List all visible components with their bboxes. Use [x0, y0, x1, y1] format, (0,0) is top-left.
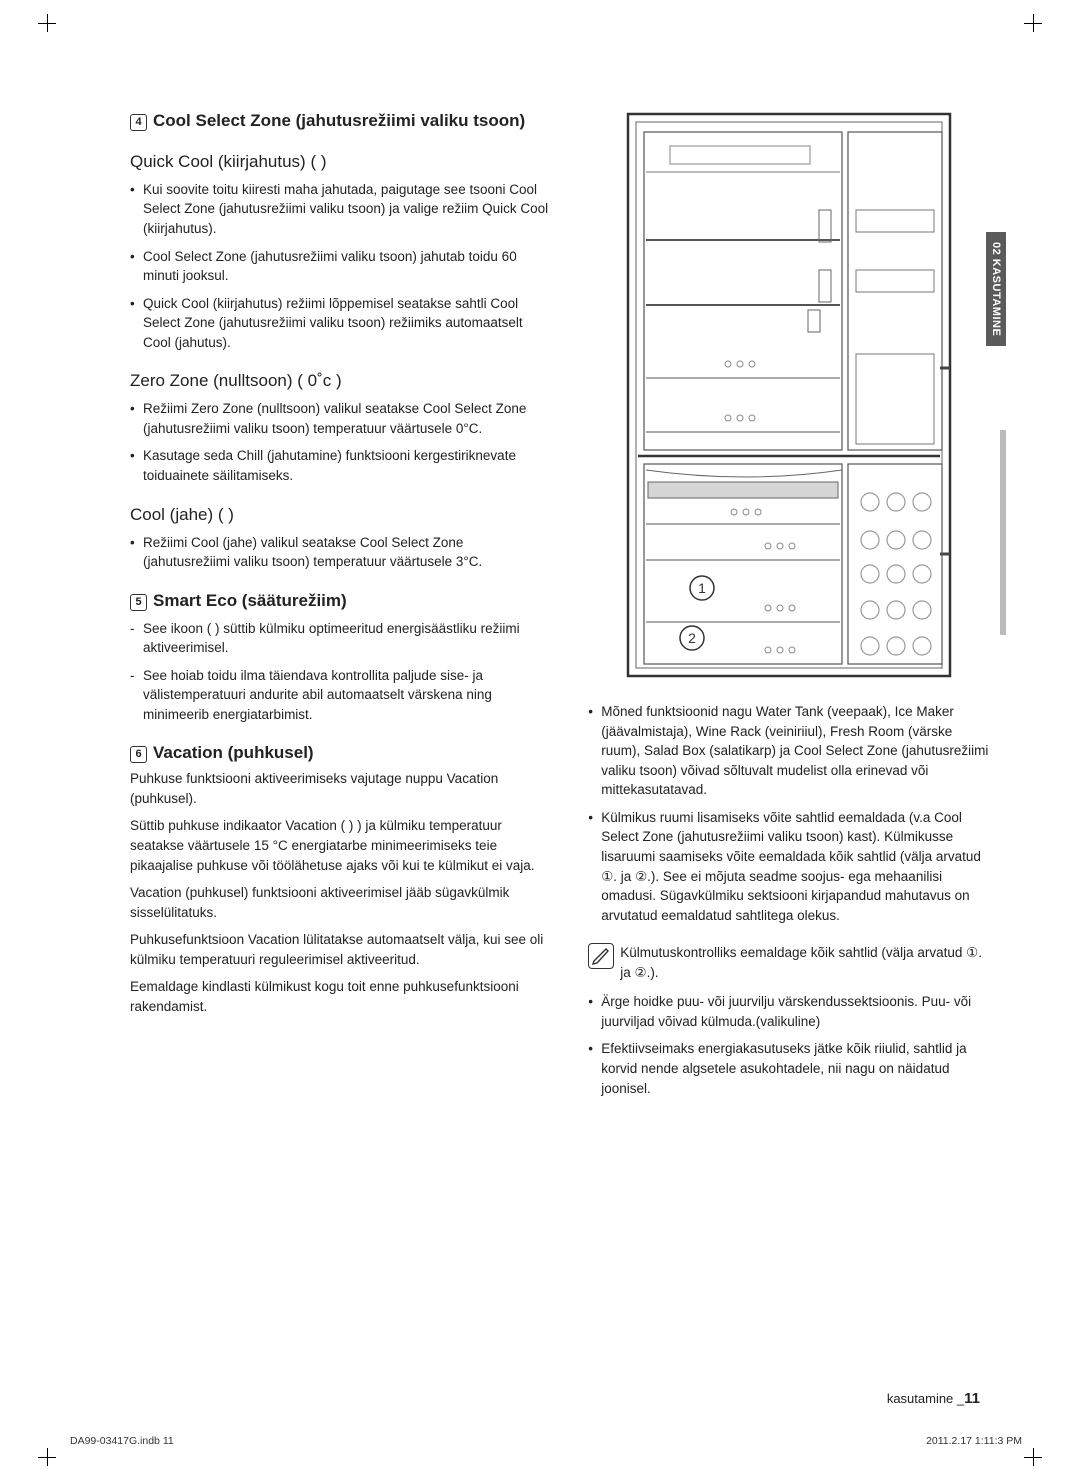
quickcool-title: Quick Cool (kiirjahutus) ( ) — [130, 151, 548, 174]
smarteco-item: See hoiab toidu ilma täiendava kontrolli… — [130, 666, 548, 725]
cool-title: Cool (jahe) ( ) — [130, 504, 548, 527]
section-num-5: 5 — [130, 594, 147, 611]
fridge-diagram: 1 2 — [588, 110, 990, 680]
svg-text:1: 1 — [698, 580, 706, 596]
vacation-p: Puhkusefunktsioon Vacation lülitatakse a… — [130, 930, 548, 969]
fridge-svg: 1 2 — [624, 110, 954, 680]
vacation-p: Eemaldage kindlasti külmikust kogu toit … — [130, 977, 548, 1016]
right-bullets: Mõned funktsioonid nagu Water Tank (veep… — [588, 702, 990, 925]
cool-item: Režiimi Cool (jahe) valikul seatakse Coo… — [130, 533, 548, 572]
quickcool-item: Cool Select Zone (jahutusrežiimi valiku … — [130, 247, 548, 286]
quickcool: Quick Cool (kiirjahutus) ( ) Kui soovite… — [130, 151, 548, 352]
right-bullet: Ärge hoidke puu- või juurvilju värskendu… — [588, 992, 990, 1031]
section-6: 6Vacation (puhkusel) Puhkuse funktsiooni… — [130, 742, 548, 1016]
zerozone-list: Režiimi Zero Zone (nulltsoon) valikul se… — [130, 399, 548, 485]
quickcool-item: Quick Cool (kiirjahutus) režiimi lõppemi… — [130, 294, 548, 353]
section-4: 4Cool Select Zone (jahutusrežiimi valiku… — [130, 110, 548, 133]
zerozone: Zero Zone (nulltsoon) ( 0˚c ) Režiimi Ze… — [130, 370, 548, 485]
zerozone-item: Režiimi Zero Zone (nulltsoon) valikul se… — [130, 399, 548, 438]
quickcool-list: Kui soovite toitu kiiresti maha jahutada… — [130, 180, 548, 353]
print-mark-right: 2011.2.17 1:11:3 PM — [926, 1435, 1022, 1447]
section-tab: 02 KASUTAMINE — [986, 232, 1006, 346]
cool-list: Režiimi Cool (jahe) valikul seatakse Coo… — [130, 533, 548, 572]
section-num-6: 6 — [130, 746, 147, 763]
vacation-p: Puhkuse funktsiooni aktiveerimiseks vaju… — [130, 769, 548, 808]
right-bullets-2: Ärge hoidke puu- või juurvilju värskendu… — [588, 992, 990, 1098]
section-6-title: 6Vacation (puhkusel) — [130, 742, 548, 765]
note-row: Külmutuskontrolliks eemaldage kõik sahtl… — [588, 943, 990, 982]
note-text: Külmutuskontrolliks eemaldage kõik sahtl… — [620, 943, 990, 982]
page-content: 4 Cool Select Zone (jahutusrežiimi valiku… — [0, 0, 1080, 1116]
section-5: 5Smart Eco (sääturežiim) See ikoon ( ) s… — [130, 590, 548, 725]
quickcool-item: Kui soovite toitu kiiresti maha jahutada… — [130, 180, 548, 239]
page-footer: kasutamine _11 — [887, 1390, 980, 1407]
right-bullet: Mõned funktsioonid nagu Water Tank (veep… — [588, 702, 990, 800]
smarteco-item: See ikoon ( ) süttib külmiku optimeeritu… — [130, 619, 548, 658]
vacation-p: Vacation (puhkusel) funktsiooni aktiveer… — [130, 883, 548, 922]
cool: Cool (jahe) ( ) Režiimi Cool (jahe) vali… — [130, 504, 548, 572]
right-bullet: Külmikus ruumi lisamiseks võite sahtlid … — [588, 808, 990, 925]
left-column: 4 Cool Select Zone (jahutusrežiimi valiku… — [130, 110, 548, 1116]
section-num-4: 4 — [130, 114, 147, 131]
svg-text:2: 2 — [688, 630, 696, 646]
zerozone-item: Kasutage seda Chill (jahutamine) funktsi… — [130, 446, 548, 485]
right-column: 1 2 Mõned funktsioonid nagu Water Tan — [588, 110, 990, 1116]
print-mark-left: DA99-03417G.indb 11 — [70, 1435, 174, 1447]
section-5-title: 5Smart Eco (sääturežiim) — [130, 590, 548, 613]
note-icon — [588, 943, 614, 969]
right-bullet: Efektiivseimaks energiakasutuseks jätke … — [588, 1039, 990, 1098]
vacation-p: Süttib puhkuse indikaator Vacation ( ) )… — [130, 816, 548, 875]
sidebar-line — [1000, 430, 1006, 635]
smarteco-list: See ikoon ( ) süttib külmiku optimeeritu… — [130, 619, 548, 725]
zerozone-title: Zero Zone (nulltsoon) ( 0˚c ) — [130, 370, 548, 393]
section-4-title: 4Cool Select Zone (jahutusrežiimi valiku… — [130, 110, 548, 133]
